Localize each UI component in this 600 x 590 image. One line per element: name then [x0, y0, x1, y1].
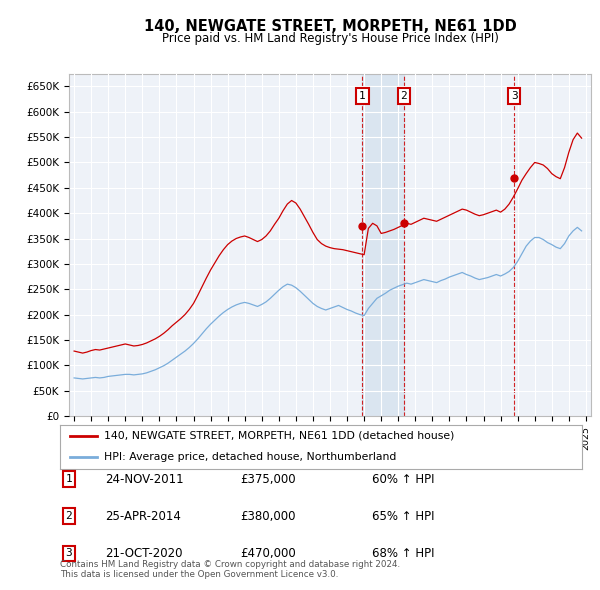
- Text: 140, NEWGATE STREET, MORPETH, NE61 1DD (detached house): 140, NEWGATE STREET, MORPETH, NE61 1DD (…: [104, 431, 455, 441]
- Text: £380,000: £380,000: [240, 510, 296, 523]
- Text: 60% ↑ HPI: 60% ↑ HPI: [372, 473, 434, 486]
- Text: 3: 3: [511, 91, 518, 101]
- Text: 1: 1: [359, 91, 366, 101]
- Text: £375,000: £375,000: [240, 473, 296, 486]
- Text: Price paid vs. HM Land Registry's House Price Index (HPI): Price paid vs. HM Land Registry's House …: [161, 32, 499, 45]
- Text: 65% ↑ HPI: 65% ↑ HPI: [372, 510, 434, 523]
- Text: HPI: Average price, detached house, Northumberland: HPI: Average price, detached house, Nort…: [104, 452, 397, 461]
- Text: 25-APR-2014: 25-APR-2014: [105, 510, 181, 523]
- Text: 1: 1: [65, 474, 73, 484]
- Text: 2: 2: [400, 91, 407, 101]
- Bar: [362, 74, 404, 416]
- Text: 3: 3: [65, 549, 73, 558]
- Text: Contains HM Land Registry data © Crown copyright and database right 2024.
This d: Contains HM Land Registry data © Crown c…: [60, 560, 400, 579]
- Text: 68% ↑ HPI: 68% ↑ HPI: [372, 547, 434, 560]
- Text: £470,000: £470,000: [240, 547, 296, 560]
- Text: 2: 2: [65, 512, 73, 521]
- Text: 140, NEWGATE STREET, MORPETH, NE61 1DD: 140, NEWGATE STREET, MORPETH, NE61 1DD: [143, 19, 517, 34]
- Text: 21-OCT-2020: 21-OCT-2020: [105, 547, 182, 560]
- Text: 24-NOV-2011: 24-NOV-2011: [105, 473, 184, 486]
